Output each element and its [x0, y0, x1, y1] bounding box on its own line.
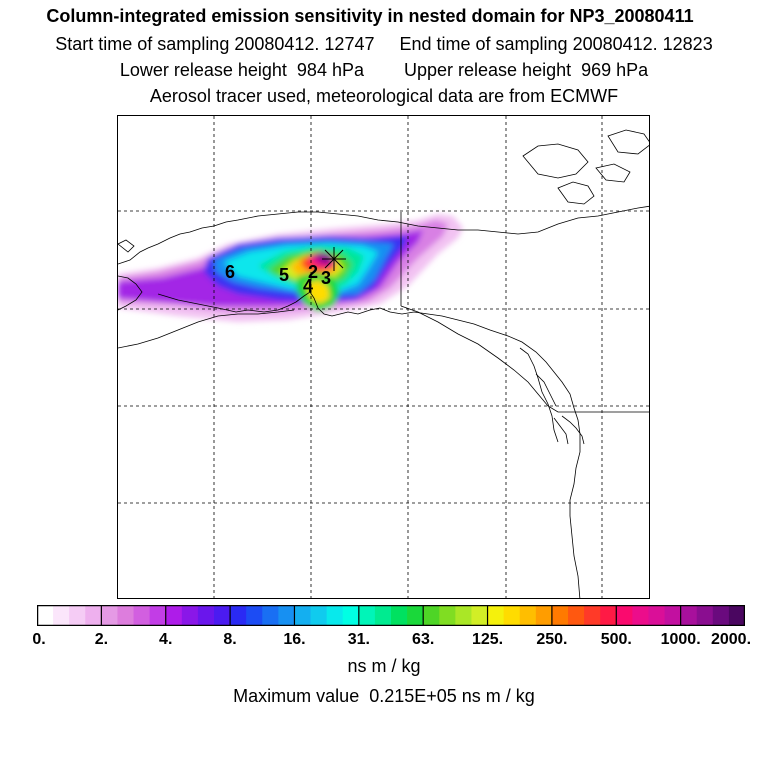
colorbar-border: [37, 605, 745, 626]
release-height-line: Lower release height 984 hPa Upper relea…: [119, 60, 649, 80]
colorbar-tick-label: 31.: [347, 631, 370, 648]
colorbar-swatch: [696, 605, 714, 626]
colorbar-swatch: [358, 605, 376, 626]
map-grid: [118, 116, 649, 598]
colorbar-swatch: [423, 605, 440, 626]
colorbar-swatch: [101, 605, 118, 626]
trajectory-label-3: 3: [321, 268, 331, 288]
colorbar-swatch: [310, 605, 328, 626]
colorbar-swatch: [342, 605, 360, 626]
colorbar-swatch: [278, 605, 295, 626]
colorbar-swatch: [214, 605, 231, 626]
borders: [400, 212, 649, 413]
colorbar-swatch: [133, 605, 151, 626]
colorbar-tick-label: 500.: [600, 631, 632, 648]
colorbar-tick-label: 2.: [94, 631, 109, 648]
colorbar-tick-label: 250.: [536, 631, 568, 648]
tracer-info-line: Aerosol tracer used, meteorological data…: [149, 86, 619, 106]
colorbar-swatch: [246, 605, 263, 626]
colorbar-swatch: [487, 605, 505, 626]
colorbar-tick-label: 125.: [471, 631, 504, 648]
colorbar-swatch: [294, 605, 312, 626]
colorbar-swatch: [262, 605, 279, 626]
emission-plume: [118, 214, 463, 322]
colorbar-tick-label: 1000.: [660, 631, 701, 648]
colorbar-tick-label: 2000.: [710, 631, 752, 648]
colorbar-swatch: [568, 605, 585, 626]
colorbar-swatch: [664, 605, 682, 626]
colorbar-swatch: [407, 605, 424, 626]
star-icon: [322, 247, 346, 271]
colorbar-swatch: [85, 605, 102, 626]
colorbar-swatch: [69, 605, 86, 626]
colorbar-swatch: [181, 605, 199, 626]
trajectory-label-6: 6: [225, 262, 235, 282]
colorbar-swatch: [648, 605, 666, 626]
colorbar-swatch: [149, 605, 167, 626]
colorbar-swatch: [53, 605, 70, 626]
sampling-time-line: Start time of sampling 20080412. 12747 E…: [55, 34, 713, 54]
colorbar-swatch: [680, 605, 698, 626]
colorbar-swatch: [712, 605, 730, 626]
colorbar-swatch: [600, 605, 617, 626]
colorbar-swatch: [326, 605, 344, 626]
colorbar-swatch: [519, 605, 537, 626]
colorbar-swatch: [632, 605, 649, 626]
trajectory-label-2: 2: [308, 262, 318, 282]
colorbar-tick-label: 8.: [223, 631, 237, 648]
colorbar-tick-label: 63.: [412, 631, 435, 648]
colorbar-swatch: [616, 605, 633, 626]
colorbar-swatch: [197, 605, 215, 626]
colorbar-tick-label: 4.: [159, 631, 173, 648]
colorbar-swatch: [37, 605, 54, 626]
colorbar-swatch: [230, 605, 247, 626]
trajectory-label-4: 4: [303, 276, 313, 296]
map-panel: 6 5 2 3 4: [117, 115, 650, 599]
coastlines: [118, 129, 649, 598]
colorbar-swatch: [471, 605, 489, 626]
trajectory-label-5: 5: [279, 265, 289, 285]
colorbar-units: ns m / kg: [347, 656, 421, 676]
colorbar-tick-label: 0.: [32, 631, 46, 648]
colorbar-swatch: [391, 605, 408, 626]
colorbar-swatch: [374, 605, 392, 626]
plot-title: Column-integrated emission sensitivity i…: [46, 6, 694, 26]
colorbar-swatch: [439, 605, 456, 626]
colorbar-swatch: [551, 605, 569, 626]
colorbar-tick-label: 16.: [283, 631, 306, 648]
colorbar: [37, 605, 745, 626]
colorbar-swatch: [165, 605, 183, 626]
colorbar-swatch: [117, 605, 135, 626]
maximum-value-text: Maximum value 0.215E+05 ns m / kg: [233, 686, 535, 706]
colorbar-swatch: [455, 605, 472, 626]
colorbar-swatch: [728, 605, 745, 626]
colorbar-swatch: [503, 605, 521, 626]
colorbar-swatch: [584, 605, 601, 626]
colorbar-swatch: [535, 605, 553, 626]
